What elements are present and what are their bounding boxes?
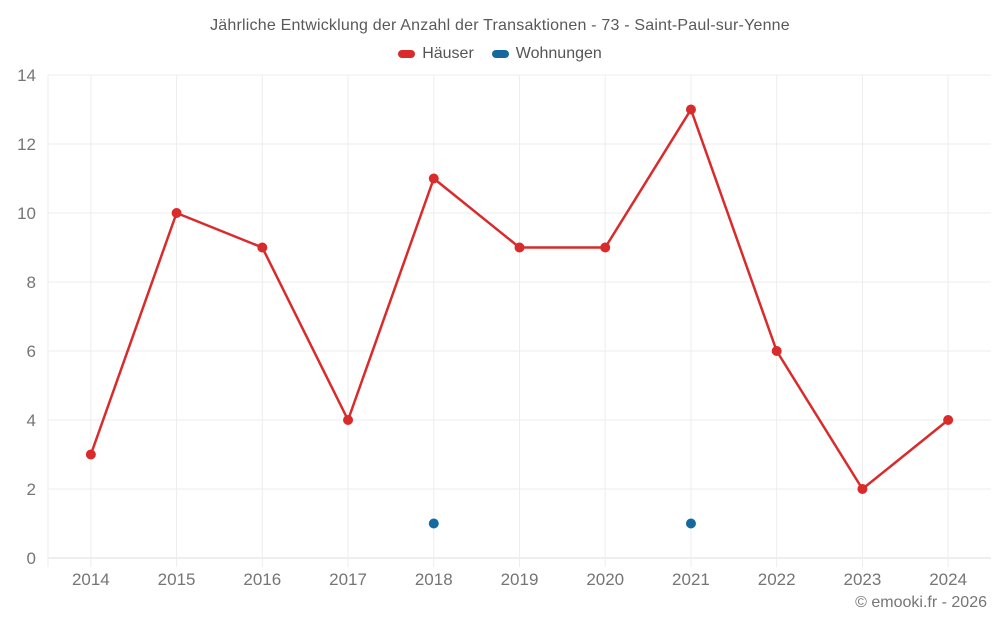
chart-title: Jährliche Entwicklung der Anzahl der Tra… — [210, 17, 790, 34]
data-point-wohnungen-2021[interactable] — [685, 518, 696, 529]
y-tick-label: 14 — [17, 66, 36, 85]
data-point-häuser-2017[interactable] — [343, 415, 354, 425]
y-tick-label: 6 — [27, 342, 36, 361]
legend-item-hauser[interactable]: Häuser — [398, 45, 474, 63]
data-point-häuser-2019[interactable] — [514, 242, 525, 253]
y-tick-label: 10 — [17, 204, 36, 223]
data-point-häuser-2016[interactable] — [257, 242, 268, 253]
data-point-häuser-2018[interactable] — [428, 173, 439, 184]
footer-credit: © emooki.fr - 2026 — [855, 594, 987, 611]
data-point-häuser-2014[interactable] — [85, 449, 96, 460]
data-point-häuser-2021[interactable] — [685, 104, 696, 115]
y-tick-label: 2 — [27, 480, 36, 499]
y-tick-label: 8 — [27, 273, 36, 292]
x-tick-label: 2018 — [415, 570, 453, 589]
x-tick-label: 2020 — [586, 570, 624, 589]
x-tick-label: 2015 — [158, 570, 196, 589]
chart-legend: Häuser Wohnungen — [0, 45, 1000, 63]
x-tick-label: 2017 — [329, 570, 367, 589]
x-tick-label: 2023 — [843, 570, 881, 589]
data-point-häuser-2022[interactable] — [771, 346, 782, 356]
data-point-wohnungen-2018[interactable] — [428, 518, 439, 529]
y-tick-label: 12 — [17, 135, 36, 154]
x-tick-label: 2022 — [758, 570, 796, 589]
x-tick-label: 2024 — [929, 570, 967, 589]
x-tick-label: 2019 — [501, 570, 539, 589]
data-point-häuser-2015[interactable] — [171, 208, 182, 218]
data-point-häuser-2020[interactable] — [600, 242, 611, 253]
legend-label-hauser: Häuser — [422, 45, 474, 62]
wohnungen-swatch-icon — [491, 50, 509, 58]
legend-label-wohnungen: Wohnungen — [515, 45, 602, 62]
x-tick-label: 2016 — [243, 570, 281, 589]
hauser-swatch-icon — [398, 50, 416, 58]
y-tick-label: 0 — [27, 549, 36, 568]
x-tick-label: 2021 — [672, 570, 710, 589]
legend-item-wohnungen[interactable]: Wohnungen — [491, 45, 602, 63]
data-point-häuser-2024[interactable] — [943, 415, 954, 425]
x-tick-label: 2014 — [72, 570, 110, 589]
data-point-häuser-2023[interactable] — [857, 484, 868, 494]
y-tick-label: 4 — [27, 411, 36, 430]
